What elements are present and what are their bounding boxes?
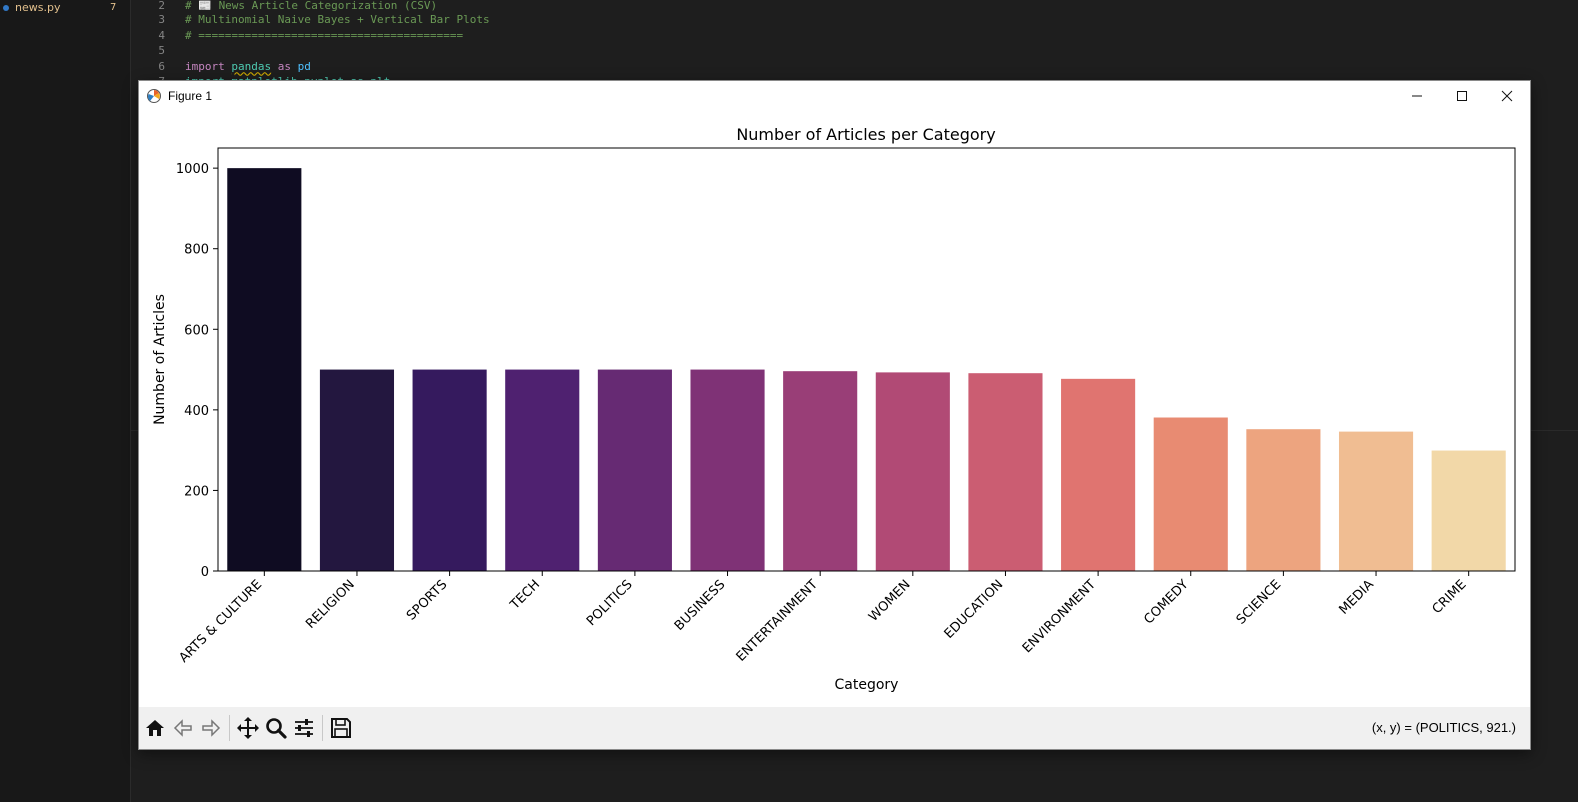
x-tick-label: RELIGION [303, 577, 358, 632]
problem-count-badge: 7 [110, 2, 117, 13]
zoom-button[interactable] [262, 714, 290, 742]
save-button[interactable] [327, 714, 355, 742]
matplotlib-logo-icon [147, 89, 161, 103]
home-button[interactable] [141, 714, 169, 742]
pan-button[interactable] [234, 714, 262, 742]
bar [1061, 378, 1136, 571]
y-tick-label: 0 [201, 565, 209, 580]
x-tick-label: MEDIA [1336, 577, 1376, 617]
cursor-coordinates: (x, y) = (POLITICS, 921.) [1371, 720, 1516, 735]
x-tick-label: CRIME [1430, 577, 1470, 617]
chart-title: Number of Articles per Category [736, 125, 995, 144]
figure-canvas[interactable]: Number of Articles per Category 0 200 400 6… [139, 111, 1530, 705]
close-button[interactable] [1484, 81, 1530, 111]
back-arrow-icon [173, 719, 192, 737]
bars-group [227, 168, 1506, 571]
y-axis: 0 200 400 600 800 1000 [176, 162, 218, 580]
toolbar-separator [322, 715, 323, 741]
close-icon [1501, 90, 1513, 102]
configure-subplots-icon [295, 719, 313, 737]
figure-window: Figure 1 Number of Articles per Category… [138, 80, 1531, 750]
code-line: 5 [158, 43, 165, 57]
forward-arrow-icon [202, 719, 221, 737]
file-name: news.py [15, 1, 61, 14]
figure-toolbar: (x, y) = (POLITICS, 921.) [139, 707, 1530, 749]
pan-icon [237, 717, 259, 739]
bar [1431, 450, 1506, 571]
x-tick-label: SCIENCE [1234, 577, 1284, 627]
explorer-file-item[interactable]: news.py 7 [0, 0, 130, 15]
forward-button[interactable] [197, 714, 225, 742]
minimize-button[interactable] [1394, 81, 1440, 111]
y-tick-label: 200 [184, 484, 209, 499]
python-file-icon [3, 4, 9, 11]
x-tick-label: WOMEN [866, 577, 914, 625]
x-tick-label: SPORTS [404, 577, 450, 623]
back-button[interactable] [169, 714, 197, 742]
bar [319, 369, 395, 571]
configure-subplots-button[interactable] [290, 714, 318, 742]
explorer-sidebar: news.py 7 [0, 0, 131, 802]
code-line: 3 # Multinomial Naive Bayes + Vertical Ba… [158, 12, 490, 26]
x-tick-label: BUSINESS [672, 577, 729, 634]
bar [875, 372, 950, 571]
zoom-icon [266, 718, 287, 739]
y-tick-label: 800 [184, 243, 209, 258]
x-tick-label: COMEDY [1141, 577, 1191, 627]
y-axis-label: Number of Articles [152, 294, 168, 425]
window-title: Figure 1 [168, 89, 213, 103]
y-tick-label: 1000 [176, 162, 209, 177]
bar [412, 369, 487, 571]
bar [597, 369, 672, 571]
y-tick-label: 600 [184, 323, 209, 338]
bar [783, 371, 858, 571]
minimize-icon [1412, 95, 1422, 97]
bar [1246, 429, 1321, 571]
home-icon [146, 720, 164, 736]
bar [505, 369, 580, 571]
x-tick-label: TECH [507, 577, 543, 613]
bar [1153, 417, 1228, 571]
x-tick-label: ENVIRONMENT [1020, 577, 1099, 656]
x-tick-label: ENTERTAINMENT [734, 577, 821, 664]
axes-frame [217, 147, 1516, 572]
code-line: 2 # 📰 News Article Categorization (CSV) [158, 0, 438, 12]
save-icon [331, 718, 351, 738]
x-tick-label: ARTS & CULTURE [177, 577, 266, 666]
x-tick-label: POLITICS [584, 577, 636, 629]
bar-chart[interactable]: Number of Articles per Category 0 200 400 6… [139, 111, 1530, 705]
code-line: 4 # =====================================… [158, 28, 464, 42]
bar [1338, 431, 1414, 571]
x-axis: ARTS & CULTURE RELIGION SPORTS TECH POLITICS… [177, 571, 1470, 666]
window-titlebar[interactable]: Figure 1 [139, 81, 1530, 111]
x-axis-label: Category [835, 677, 899, 693]
bar [968, 373, 1043, 571]
x-tick-label: EDUCATION [942, 577, 1007, 642]
toolbar-separator [229, 715, 230, 741]
bar [227, 168, 302, 571]
bar [690, 369, 765, 571]
maximize-button[interactable] [1439, 81, 1485, 111]
maximize-icon [1457, 91, 1467, 101]
code-line: 6 import pandas as pd [158, 59, 311, 73]
y-tick-label: 400 [184, 404, 209, 419]
